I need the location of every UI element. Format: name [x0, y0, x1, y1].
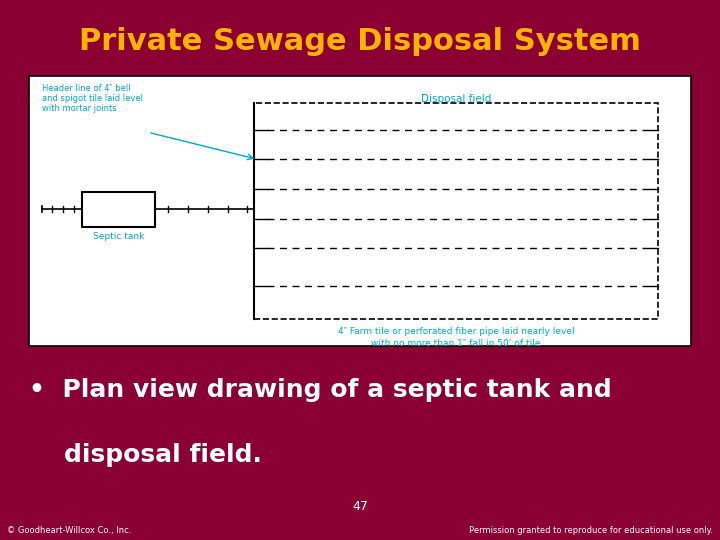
Text: •  Plan view drawing of a septic tank and: • Plan view drawing of a septic tank and: [29, 378, 611, 402]
Text: 4″ Farm tile or perforated fiber pipe laid nearly level
with no more than 1″ fal: 4″ Farm tile or perforated fiber pipe la…: [338, 327, 575, 348]
Bar: [82, 192, 155, 227]
Text: disposal field.: disposal field.: [29, 443, 261, 467]
Text: © Goodheart-Willcox Co., Inc.: © Goodheart-Willcox Co., Inc.: [7, 525, 132, 535]
Text: Permission granted to reproduce for educational use only.: Permission granted to reproduce for educ…: [469, 525, 713, 535]
Text: Header line of 4″ bell
and spigot tile laid level
with mortar joints: Header line of 4″ bell and spigot tile l…: [42, 84, 143, 113]
Bar: [254, 103, 658, 319]
Text: Private Sewage Disposal System: Private Sewage Disposal System: [79, 27, 641, 56]
Text: 47: 47: [352, 500, 368, 512]
Text: Disposal field: Disposal field: [421, 94, 491, 105]
Text: Septic tank: Septic tank: [93, 232, 144, 241]
Bar: [29, 76, 691, 346]
